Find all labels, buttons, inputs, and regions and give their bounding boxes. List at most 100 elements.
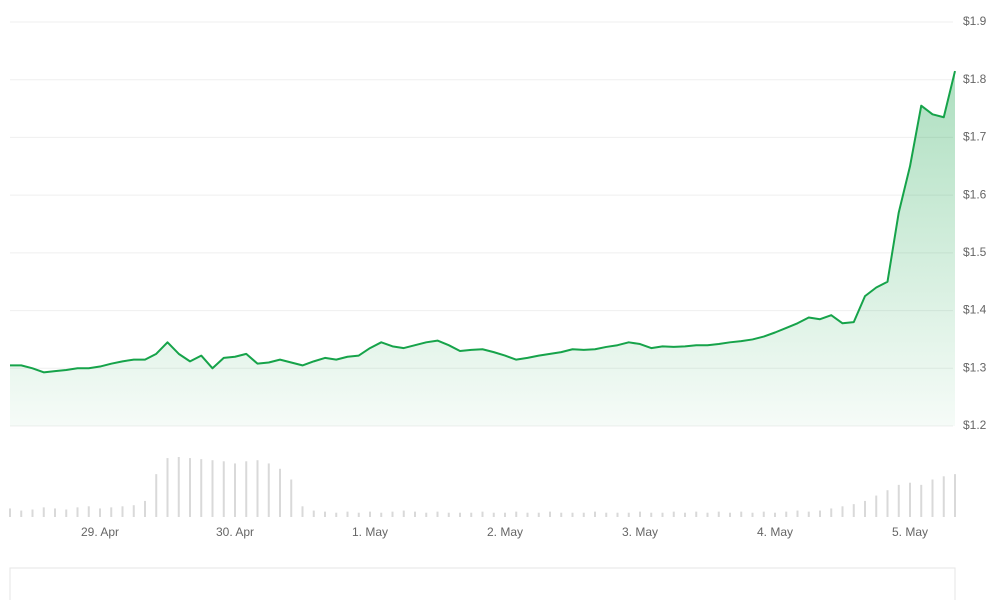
volume-bar — [560, 512, 563, 517]
volume-bar — [954, 474, 956, 517]
volume-bar — [639, 511, 641, 517]
x-tick-label: 4. May — [757, 525, 793, 539]
volume-bar — [20, 510, 23, 517]
volume-bar — [684, 512, 686, 517]
volume-bar — [200, 459, 203, 517]
x-tick-label: 1. May — [352, 525, 388, 539]
volume-bar — [571, 512, 574, 517]
navigator[interactable] — [9, 567, 956, 600]
volume-bar — [594, 511, 596, 517]
y-tick-label: $1.4 — [963, 303, 987, 317]
volume-bar — [402, 510, 405, 517]
volume-bar — [605, 512, 608, 517]
y-tick-label: $1.9 — [963, 14, 987, 28]
volume-bar — [65, 509, 68, 517]
x-tick-label: 29. Apr — [81, 525, 119, 539]
volume-bar — [54, 508, 56, 517]
volume-bar — [99, 508, 101, 517]
volume-bar — [942, 476, 945, 517]
x-tick-label: 30. Apr — [216, 525, 254, 539]
volume-bar — [931, 479, 934, 517]
y-tick-label: $1.8 — [963, 72, 987, 86]
volume-bar — [582, 512, 585, 517]
volume-bar — [279, 468, 281, 517]
volume-bar — [447, 512, 450, 517]
volume-bar — [312, 510, 315, 517]
volume-bar — [492, 512, 495, 517]
volume-bar — [661, 512, 664, 517]
volume-bar — [729, 512, 731, 517]
volume-bar — [481, 511, 484, 517]
volume-bar — [290, 479, 293, 517]
volume-bar — [875, 495, 878, 517]
volume-bar — [740, 511, 743, 517]
volume-bar — [211, 460, 214, 517]
volume-bar — [504, 512, 506, 517]
x-tick-label: 3. May — [622, 525, 658, 539]
volume-bar — [425, 512, 428, 517]
volume-bar — [695, 511, 698, 517]
y-tick-label: $1.6 — [963, 187, 987, 201]
volume-bar — [346, 511, 349, 517]
volume-bar — [672, 511, 675, 517]
volume-bar — [132, 505, 135, 517]
volume-bar — [650, 512, 653, 517]
volume-bar — [909, 482, 911, 517]
volume-bar — [762, 511, 765, 517]
volume-bar — [549, 511, 551, 517]
volume-bar — [155, 474, 158, 517]
volume-bar — [852, 504, 855, 517]
volume-bar — [537, 512, 540, 517]
volume-bar — [9, 508, 11, 517]
volume-bar — [819, 510, 821, 517]
volume-bar — [245, 461, 248, 517]
volume-bar — [627, 512, 630, 517]
volume-bar — [751, 512, 754, 517]
volume-bar — [222, 461, 225, 517]
y-tick-label: $1.7 — [963, 130, 987, 144]
volume-bar — [920, 484, 923, 517]
volume-bar — [807, 511, 810, 517]
y-tick-label: $1.5 — [963, 245, 987, 259]
volume-bar — [830, 508, 833, 517]
x-tick-label: 5. May — [892, 525, 928, 539]
volume-bar — [110, 507, 113, 517]
y-tick-label: $1.2 — [963, 418, 987, 432]
volume-bar — [380, 512, 383, 517]
volume-bar — [335, 512, 338, 517]
volume-bar — [189, 458, 191, 517]
volume-bar — [616, 512, 619, 517]
area — [10, 71, 955, 426]
volume-bar — [76, 507, 79, 517]
volume-bar — [166, 458, 169, 517]
volume-bar — [357, 512, 360, 517]
volume-bar — [391, 511, 394, 517]
volume-bar — [177, 457, 180, 517]
volume-bar — [841, 506, 844, 517]
volume-bar — [324, 511, 326, 517]
volume-bar — [897, 484, 900, 517]
volume-bar — [706, 512, 709, 517]
volume-bar — [369, 511, 371, 517]
volume-bar — [796, 510, 799, 517]
volume-bar — [414, 511, 416, 517]
volume-bar — [301, 506, 304, 517]
y-tick-label: $1.3 — [963, 360, 987, 374]
x-tick-label: 2. May — [487, 525, 523, 539]
volume-bar — [87, 506, 90, 517]
volume-bar — [886, 490, 889, 517]
volume-bar — [234, 463, 236, 517]
volume-bar — [864, 500, 866, 517]
volume-bar — [459, 512, 461, 517]
volume-bar — [774, 512, 776, 517]
volume-bar — [526, 512, 529, 517]
volume-bar — [717, 511, 720, 517]
volume-bar — [785, 511, 788, 517]
volume-bar — [144, 500, 146, 517]
price-line — [10, 70, 956, 374]
volume-bar — [515, 511, 518, 517]
volume-bar — [436, 511, 439, 517]
volume-bar — [42, 507, 45, 517]
volume-bar — [267, 463, 270, 517]
